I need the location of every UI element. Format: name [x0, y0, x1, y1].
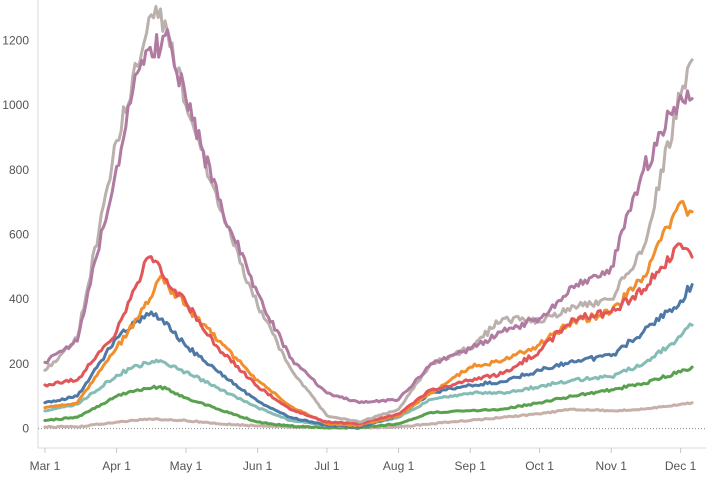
- y-tick-label: 800: [9, 163, 29, 177]
- x-tick-label: Dec 1: [665, 459, 697, 473]
- x-axis-ticks: Mar 1 Apr 1 May 1 Jun 1 Jul 1 Aug 1 Sep 1 Oct 1…: [30, 448, 697, 473]
- x-tick-label: May 1: [170, 459, 203, 473]
- x-tick-label: Oct 1: [525, 459, 554, 473]
- y-axis-ticks: 0 200 400 600 800 1000 1200: [2, 33, 29, 435]
- series-line: [43, 28, 694, 405]
- x-tick-label: Apr 1: [102, 459, 131, 473]
- y-tick-label: 400: [9, 292, 29, 306]
- y-tick-label: 1000: [2, 98, 29, 112]
- series-line: [43, 5, 694, 424]
- y-tick-label: 0: [22, 422, 29, 436]
- y-tick-label: 1200: [2, 33, 29, 47]
- x-tick-label: Jun 1: [243, 459, 273, 473]
- y-tick-label: 200: [9, 357, 29, 371]
- series-line: [43, 365, 694, 431]
- x-tick-label: Aug 1: [383, 459, 415, 473]
- x-tick-label: Sep 1: [455, 459, 487, 473]
- x-tick-label: Jul 1: [314, 459, 340, 473]
- series-line: [43, 242, 694, 426]
- x-tick-label: Nov 1: [596, 459, 628, 473]
- y-tick-label: 600: [9, 227, 29, 241]
- x-tick-label: Mar 1: [30, 459, 61, 473]
- series-layer: [43, 5, 694, 431]
- series-line: [43, 283, 694, 429]
